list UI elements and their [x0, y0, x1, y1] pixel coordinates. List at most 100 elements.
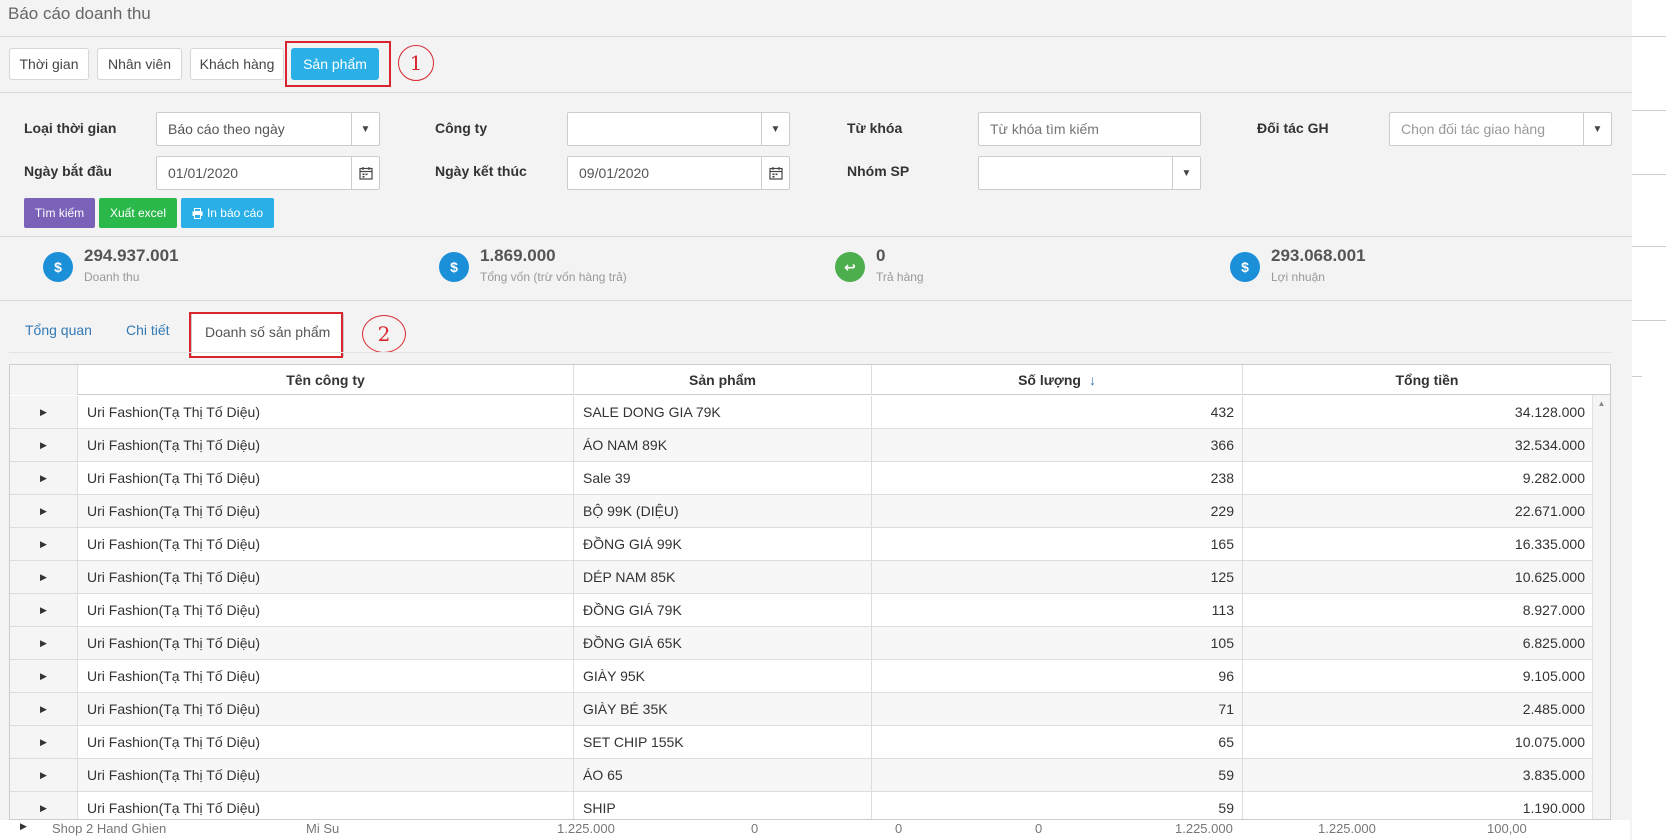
table-row[interactable]: ▶ Uri Fashion(Tạ Thị Tố Diệu) ĐỒNG GIÁ 65K… [10, 627, 1610, 660]
annotation-box-2 [189, 312, 343, 358]
stat-value: 294.937.001 [84, 246, 179, 265]
cell-total: 22.671.000 [1243, 495, 1594, 527]
divider [0, 92, 1632, 93]
cell-product: ÁO 65 [574, 759, 872, 791]
partner-select[interactable]: Chọn đối tác giao hàng ▼ [1389, 112, 1612, 146]
sort-down-icon: ↓ [1088, 372, 1096, 388]
cell-company: Uri Fashion(Tạ Thị Tố Diệu) [78, 594, 574, 626]
partner-placeholder: Chọn đối tác giao hàng [1401, 121, 1545, 137]
cell-company: Uri Fashion(Tạ Thị Tố Diệu) [78, 528, 574, 560]
table-row[interactable]: ▶ Uri Fashion(Tạ Thị Tố Diệu) SHIP 59 1.190.… [10, 792, 1610, 819]
right-margin [1632, 0, 1666, 840]
cell-total: 16.335.000 [1243, 528, 1594, 560]
cell-total: 8.927.000 [1243, 594, 1594, 626]
cell-product: ĐỒNG GIÁ 65K [574, 627, 872, 659]
column-company[interactable]: Tên công ty [78, 365, 574, 395]
stat-cost: $ 1.869.000 Tổng vốn (trừ vốn hàng trả) [439, 246, 627, 284]
vertical-scrollbar[interactable]: ▲ [1592, 395, 1610, 819]
cell-quantity: 125 [872, 561, 1243, 593]
cell-quantity: 105 [872, 627, 1243, 659]
cell-product: SHIP [574, 792, 872, 819]
expand-icon[interactable]: ▶ [10, 660, 78, 692]
table-row[interactable]: ▶ Uri Fashion(Tạ Thị Tố Diệu) Sale 39 238 9.… [10, 462, 1610, 495]
cell-product: DÉP NAM 85K [574, 561, 872, 593]
divider [0, 236, 1632, 237]
print-icon [192, 207, 203, 219]
expand-icon[interactable]: ▶ [10, 396, 78, 428]
stat-value: 0 [876, 246, 886, 265]
divider [0, 300, 1632, 301]
column-product[interactable]: Sản phẩm [574, 365, 872, 395]
expand-icon[interactable]: ▶ [10, 693, 78, 725]
product-group-select[interactable]: ▼ [978, 156, 1201, 190]
table-row[interactable]: ▶ Uri Fashion(Tạ Thị Tố Diệu) SALE DONG GI… [10, 396, 1610, 429]
stat-label: Tổng vốn (trừ vốn hàng trả) [480, 270, 627, 284]
tab-san-pham[interactable]: Sản phẩm [291, 48, 379, 80]
calendar-icon[interactable] [761, 157, 789, 189]
expand-icon[interactable]: ▶ [10, 726, 78, 758]
underlying-cell: 1.225.000 [1318, 821, 1376, 836]
expand-icon[interactable]: ▶ [10, 792, 78, 819]
column-quantity[interactable]: Số lượng ↓ [872, 365, 1243, 395]
column-total[interactable]: Tổng tiền [1243, 365, 1610, 395]
expand-icon[interactable]: ▶ [10, 462, 78, 494]
cell-total: 34.128.000 [1243, 396, 1594, 428]
expand-icon[interactable]: ▶ [10, 561, 78, 593]
expander-header [10, 365, 78, 395]
tab-tong-quan[interactable]: Tổng quan [25, 322, 92, 338]
cell-quantity: 366 [872, 429, 1243, 461]
underlying-cell: 1.225.000 [557, 821, 615, 836]
company-select[interactable]: ▼ [567, 112, 790, 146]
search-button[interactable]: Tìm kiếm [24, 198, 95, 228]
underlying-cell: 100,00 [1487, 821, 1527, 836]
cell-total: 9.105.000 [1243, 660, 1594, 692]
expand-icon[interactable]: ▶ [10, 429, 78, 461]
stat-profit: $ 293.068.001 Lợi nhuận [1230, 246, 1366, 284]
tab-chi-tiet[interactable]: Chi tiết [126, 322, 170, 338]
table-row[interactable]: ▶ Uri Fashion(Tạ Thị Tố Diệu) GIÀY 95K 96 9.… [10, 660, 1610, 693]
calendar-icon[interactable] [351, 157, 379, 189]
product-group-label: Nhóm SP [847, 163, 910, 179]
keyword-label: Từ khóa [847, 120, 903, 136]
underlying-cell: 0 [895, 821, 903, 836]
tab-khach-hang[interactable]: Khách hàng [190, 48, 284, 80]
stat-returns: ↩ 0 Trả hàng [835, 246, 924, 284]
start-date-field[interactable]: 01/01/2020 [156, 156, 380, 190]
stat-value: 1.869.000 [480, 246, 556, 265]
table-row[interactable]: ▶ Uri Fashion(Tạ Thị Tố Diệu) ĐỒNG GIÁ 79K… [10, 594, 1610, 627]
expand-icon[interactable]: ▶ [10, 495, 78, 527]
table-row[interactable]: ▶ Uri Fashion(Tạ Thị Tố Diệu) SET CHIP 155… [10, 726, 1610, 759]
cell-quantity: 59 [872, 792, 1243, 819]
tab-nhan-vien[interactable]: Nhân viên [97, 48, 182, 80]
export-excel-button[interactable]: Xuất excel [99, 198, 177, 228]
scroll-up-icon[interactable]: ▲ [1597, 399, 1606, 408]
print-report-button[interactable]: In báo cáo [181, 198, 274, 228]
cell-company: Uri Fashion(Tạ Thị Tố Diệu) [78, 429, 574, 461]
end-date-field[interactable]: 09/01/2020 [567, 156, 790, 190]
cell-total: 2.485.000 [1243, 693, 1594, 725]
cell-product: ĐỒNG GIÁ 99K [574, 528, 872, 560]
cell-quantity: 238 [872, 462, 1243, 494]
start-date-label: Ngày bắt đầu [24, 163, 112, 179]
cell-company: Uri Fashion(Tạ Thị Tố Diệu) [78, 792, 574, 819]
expand-icon[interactable]: ▶ [10, 594, 78, 626]
keyword-field[interactable] [978, 112, 1201, 146]
cell-product: Sale 39 [574, 462, 872, 494]
table-row[interactable]: ▶ Uri Fashion(Tạ Thị Tố Diệu) DÉP NAM 85K 1… [10, 561, 1610, 594]
table-row[interactable]: ▶ Uri Fashion(Tạ Thị Tố Diệu) ĐỒNG GIÁ 99K… [10, 528, 1610, 561]
reply-icon: ↩ [835, 252, 865, 282]
expand-icon[interactable]: ▶ [10, 528, 78, 560]
table-row[interactable]: ▶ Uri Fashion(Tạ Thị Tố Diệu) ÁO 65 59 3.835… [10, 759, 1610, 792]
annotation-number-2: 2 [362, 315, 406, 353]
expand-icon[interactable]: ▶ [10, 627, 78, 659]
cell-product: BỘ 99K (DIỆU) [574, 495, 872, 527]
time-type-select[interactable]: Báo cáo theo ngày ▼ [156, 112, 380, 146]
expand-icon[interactable]: ▶ [10, 759, 78, 791]
keyword-input[interactable] [990, 121, 1179, 137]
table-row[interactable]: ▶ Uri Fashion(Tạ Thị Tố Diệu) BỘ 99K (DIỆU… [10, 495, 1610, 528]
table-row[interactable]: ▶ Uri Fashion(Tạ Thị Tố Diệu) ÁO NAM 89K 36… [10, 429, 1610, 462]
cell-total: 10.075.000 [1243, 726, 1594, 758]
cell-quantity: 165 [872, 528, 1243, 560]
tab-thoi-gian[interactable]: Thời gian [9, 48, 89, 80]
table-row[interactable]: ▶ Uri Fashion(Tạ Thị Tố Diệu) GIÀY BÉ 35K 7… [10, 693, 1610, 726]
